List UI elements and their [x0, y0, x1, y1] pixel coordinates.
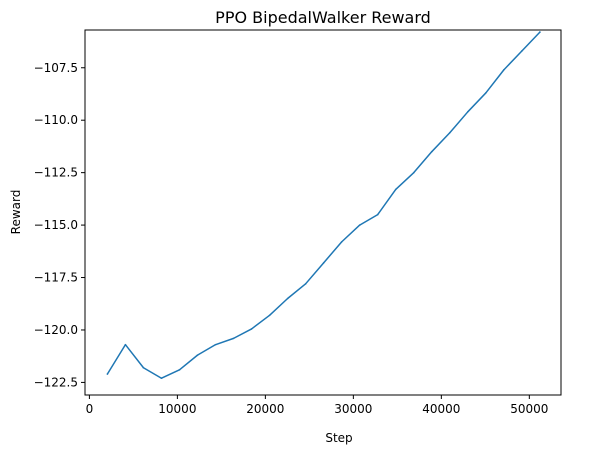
data-point [521, 50, 523, 52]
y-tick-label: −122.5 [34, 375, 78, 389]
data-point [485, 92, 487, 94]
data-point [304, 283, 307, 285]
data-point [503, 69, 505, 71]
y-tick-label: −115.0 [34, 218, 78, 232]
data-point [539, 31, 541, 33]
data-point [376, 213, 379, 216]
x-axis: 0 10000 20000 30000 40000 50000 [86, 395, 548, 416]
x-tick-label: 0 [86, 402, 94, 416]
data-point [232, 337, 235, 340]
series-layer [106, 31, 541, 380]
data-point [322, 262, 325, 264]
data-point [430, 150, 433, 153]
data-point [178, 369, 181, 371]
plot-area [84, 29, 562, 396]
reward-series-line [106, 31, 541, 379]
data-point [340, 241, 343, 243]
data-point [160, 377, 163, 380]
y-axis: −122.5 −120.0 −117.5 −115.0 −112.5 −110.0 −107… [34, 61, 85, 389]
y-tick-label: −107.5 [34, 61, 78, 75]
x-tick-label: 50000 [510, 402, 548, 416]
data-point [358, 224, 361, 226]
x-tick-label: 10000 [158, 402, 196, 416]
data-point [250, 328, 253, 330]
data-point [448, 131, 451, 134]
data-point [394, 188, 397, 191]
chart-title: PPO BipedalWalker Reward [215, 8, 431, 27]
x-tick-label: 20000 [246, 402, 284, 416]
y-tick-label: −112.5 [34, 166, 78, 180]
x-tick-label: 40000 [422, 402, 460, 416]
data-point [412, 171, 415, 174]
data-point [214, 343, 217, 346]
x-axis-label: Step [325, 431, 352, 445]
data-point [196, 354, 199, 356]
axes-frame [84, 29, 562, 396]
y-tick-label: −117.5 [34, 271, 78, 285]
y-tick-label: −110.0 [34, 113, 78, 127]
data-point [268, 314, 271, 317]
x-tick-label: 30000 [334, 402, 372, 416]
data-point [286, 297, 289, 300]
data-point [124, 343, 127, 346]
y-axis-label: Reward [9, 190, 23, 235]
data-point [142, 366, 145, 369]
data-point [467, 111, 469, 113]
data-point [106, 373, 109, 375]
y-tick-label: −120.0 [34, 323, 78, 337]
